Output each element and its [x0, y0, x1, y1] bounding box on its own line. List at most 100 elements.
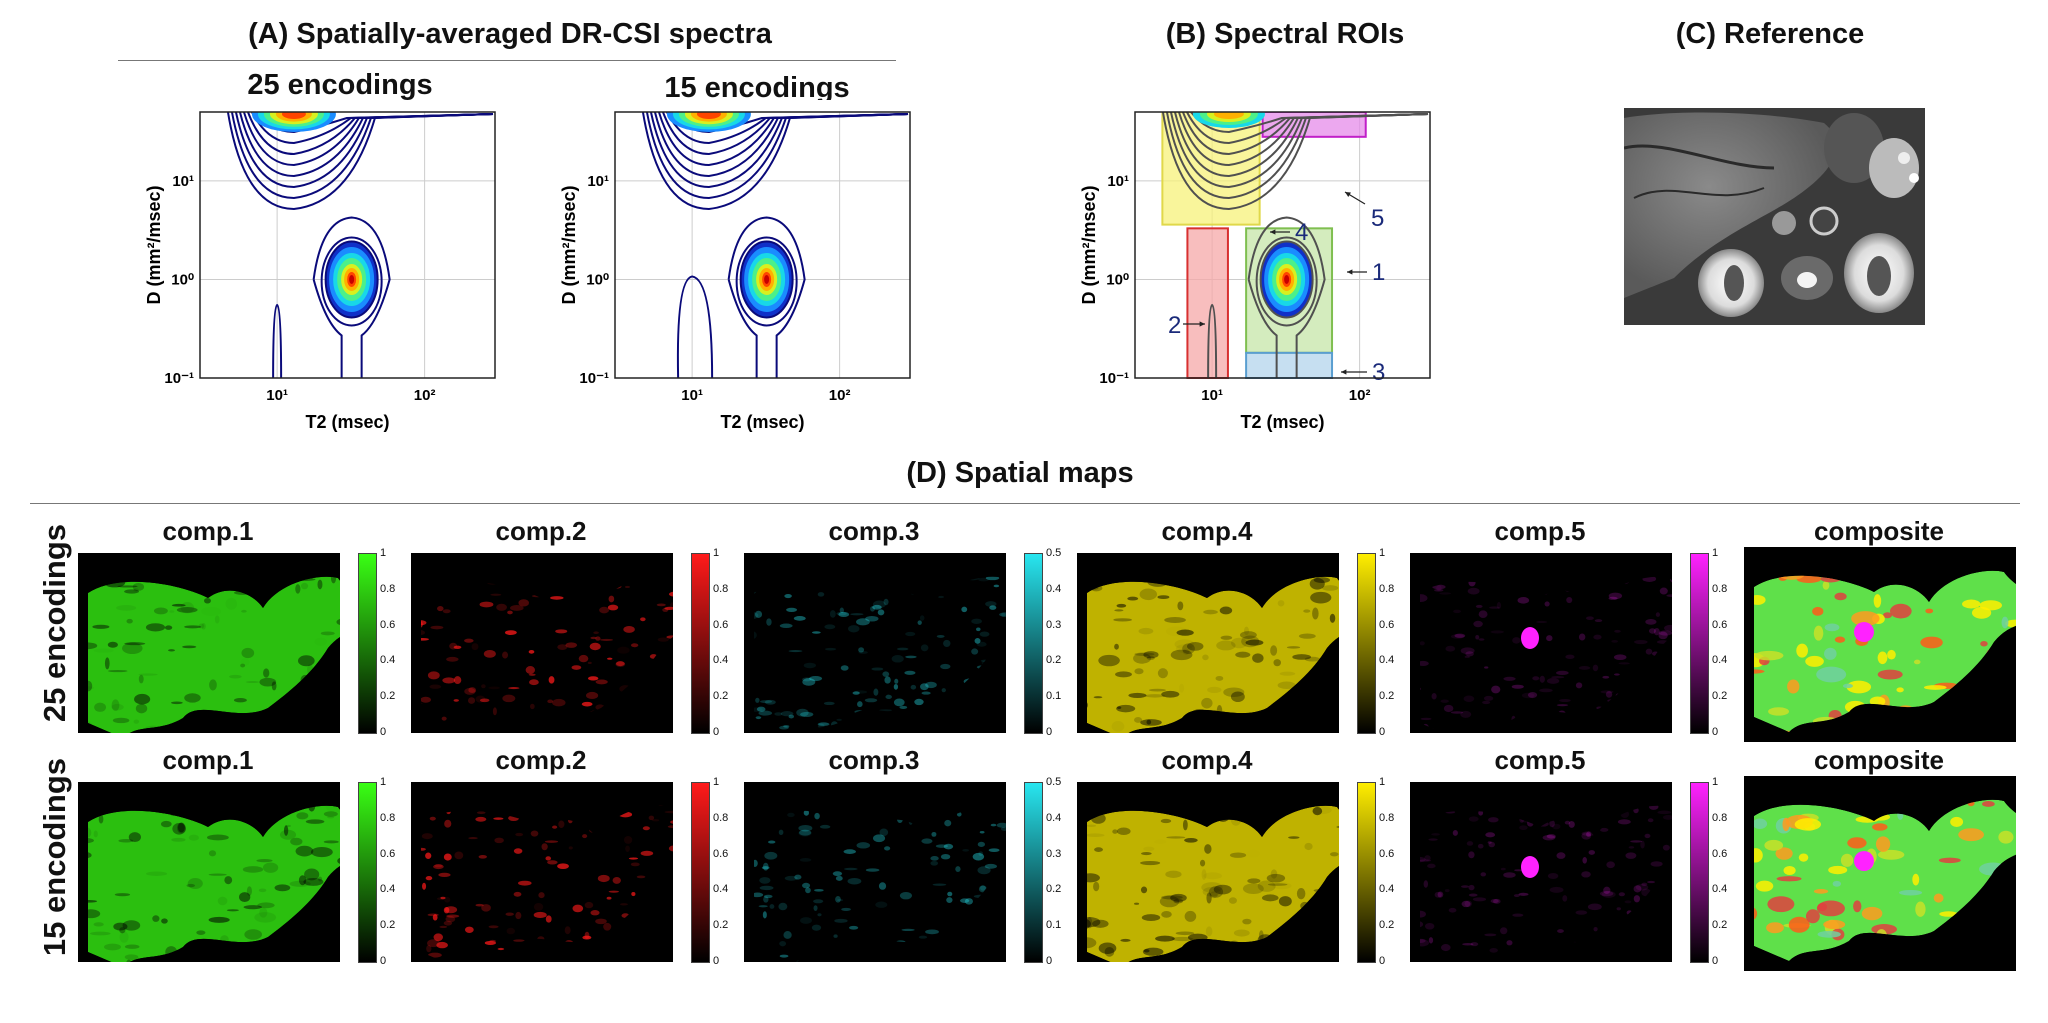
map-texture [1114, 643, 1119, 650]
map-texture [481, 684, 486, 689]
map-texture [217, 896, 228, 906]
map-texture [988, 848, 1000, 852]
comp-5-map-row-1 [1410, 553, 1672, 733]
x-axis-label: T2 (msec) [305, 412, 389, 432]
colorbar-tick-label: 0.8 [713, 582, 729, 595]
map-texture [1093, 696, 1103, 699]
map-texture [138, 674, 144, 684]
map-texture [1616, 907, 1621, 911]
composite-blob [1933, 893, 1944, 903]
liver-region [88, 576, 340, 733]
map-texture [974, 637, 981, 644]
y-tick-label: 10⁻¹ [164, 370, 194, 387]
map-texture [873, 834, 886, 843]
map-texture [893, 683, 899, 690]
map-texture [176, 606, 198, 613]
map-texture [428, 952, 442, 958]
contour-peak-4 [226, 111, 494, 211]
map-texture [852, 691, 860, 695]
map-texture [930, 860, 939, 866]
map-texture [754, 859, 758, 867]
map-texture [468, 837, 478, 840]
map-texture [581, 701, 593, 707]
map-texture [784, 875, 798, 881]
map-texture [1186, 642, 1204, 651]
colorbar-tick-label: 0.1 [1046, 919, 1062, 932]
map-texture [1532, 676, 1540, 681]
map-texture [1450, 711, 1464, 714]
map-texture [1593, 634, 1602, 640]
map-texture [600, 638, 614, 641]
colorbar-tick-label: 0.5 [1046, 776, 1062, 788]
map-texture [444, 906, 458, 914]
map-texture [1207, 686, 1222, 693]
map-texture [93, 922, 104, 927]
map-texture [557, 644, 568, 650]
map-texture [935, 844, 948, 848]
map-background [1410, 553, 1672, 733]
map-texture [433, 933, 443, 942]
contour-peak-4 [1173, 111, 1429, 178]
map-texture [883, 598, 889, 606]
contour-peak-4 [251, 111, 494, 145]
map-texture [164, 625, 173, 630]
map-texture [1094, 847, 1103, 852]
colorbar-tick-label: 0.6 [380, 618, 396, 631]
map-texture [180, 602, 195, 614]
composite-blob [1913, 659, 1921, 665]
map-texture [780, 711, 794, 717]
map-texture [513, 848, 523, 854]
colorbar-tick-label: 0.8 [380, 811, 396, 824]
map-texture [434, 863, 443, 868]
map-texture [761, 866, 770, 870]
colorbar-tick-label: 1 [713, 547, 720, 559]
map-texture [1140, 852, 1152, 856]
map-texture [666, 635, 673, 639]
map-texture [1517, 596, 1530, 604]
map-texture [1322, 585, 1339, 591]
colorbar-tick-label: 0.3 [1046, 618, 1062, 631]
composite-blob [1950, 816, 1964, 827]
map-texture [615, 661, 626, 668]
map-texture [1640, 840, 1645, 849]
colorbar-tick-label: 0.2 [1379, 690, 1395, 703]
map-texture [436, 897, 445, 901]
map-texture [836, 611, 847, 616]
colorbar-tick-label: 0.6 [1379, 618, 1395, 631]
map-texture [754, 612, 759, 620]
map-texture [494, 837, 504, 844]
map-texture [767, 840, 776, 844]
map-texture [1199, 859, 1206, 867]
map-texture [1111, 721, 1125, 732]
map-texture [1161, 690, 1180, 698]
map-texture [1618, 662, 1630, 665]
map-texture [1116, 603, 1127, 608]
colorbar-tick-label: 0.4 [713, 654, 729, 667]
map-texture [584, 901, 594, 909]
composite-blob [1899, 889, 1923, 896]
map-texture [1329, 613, 1336, 623]
composite-blob [2005, 619, 2016, 628]
map-texture [1175, 931, 1195, 936]
colorbar-tick-label: 0.2 [713, 690, 729, 703]
map-texture [506, 927, 516, 935]
map-texture [756, 706, 766, 712]
x-tick-label: 10¹ [266, 387, 288, 404]
map-texture [1087, 917, 1093, 929]
map-texture [490, 593, 502, 596]
map-texture [762, 862, 769, 871]
map-texture [1440, 699, 1449, 703]
map-texture [327, 816, 335, 819]
map-texture [763, 894, 773, 899]
contour-peak-4 [1181, 111, 1429, 156]
map-background [744, 553, 1006, 733]
map-texture [1092, 919, 1109, 928]
map-texture [525, 666, 536, 674]
contour-peak-4 [645, 111, 909, 200]
map-texture [630, 643, 639, 648]
map-texture [593, 631, 599, 635]
map-texture [1420, 939, 1429, 947]
map-texture [1434, 588, 1444, 592]
map-texture [813, 905, 818, 911]
map-texture [528, 649, 535, 654]
